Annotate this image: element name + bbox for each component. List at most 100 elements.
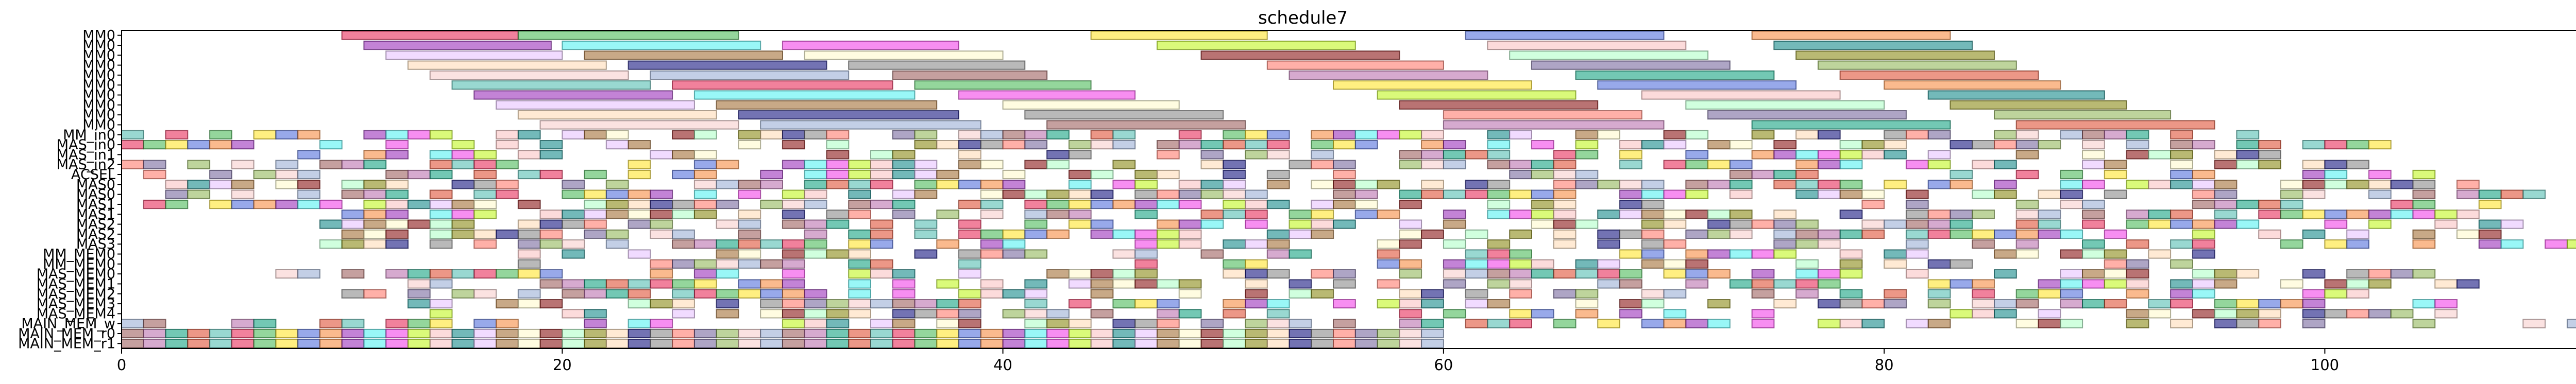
task-bar xyxy=(848,328,871,339)
task-bar xyxy=(1531,169,1554,180)
task-bar xyxy=(517,30,739,40)
task-bar xyxy=(2324,239,2348,249)
task-bar xyxy=(517,169,541,180)
task-bar xyxy=(2082,210,2105,219)
task-bar xyxy=(1046,339,1070,348)
task-bar xyxy=(693,199,717,210)
task-bar xyxy=(870,259,893,269)
task-bar xyxy=(2148,309,2172,319)
task-bar xyxy=(1597,229,1620,239)
task-bar xyxy=(584,339,607,348)
task-bar xyxy=(716,100,938,110)
task-bar xyxy=(1354,199,1378,210)
task-bar xyxy=(341,229,365,239)
task-bar xyxy=(1817,150,1841,160)
task-bar xyxy=(319,339,343,348)
task-bar xyxy=(1002,100,1180,110)
task-bar xyxy=(2412,269,2436,279)
task-bar xyxy=(1311,229,1334,239)
task-bar xyxy=(1729,189,1753,199)
task-bar xyxy=(693,328,717,339)
task-bar xyxy=(2015,169,2039,180)
task-bar xyxy=(253,199,277,210)
task-bar xyxy=(936,180,960,189)
y-tick-label: MM0 xyxy=(82,28,115,44)
task-bar xyxy=(1112,130,1136,139)
task-bar xyxy=(1553,219,1577,229)
task-bar xyxy=(2170,259,2193,269)
task-bar xyxy=(451,140,475,150)
task-bar xyxy=(958,150,981,160)
task-bar xyxy=(429,319,453,328)
task-bar xyxy=(650,70,850,80)
task-bar xyxy=(1223,130,1246,139)
task-bar xyxy=(738,229,761,239)
task-bar xyxy=(914,299,938,309)
task-bar xyxy=(1972,239,1995,249)
task-bar xyxy=(1289,219,1312,229)
task-bar xyxy=(892,189,916,199)
task-bar xyxy=(2214,210,2238,219)
task-bar xyxy=(165,189,189,199)
task-bar xyxy=(1884,219,1907,229)
task-bar xyxy=(650,269,673,279)
task-bar xyxy=(1751,309,1775,319)
task-bar xyxy=(1927,319,1951,328)
task-bar xyxy=(584,309,607,319)
task-bar xyxy=(121,339,144,348)
task-bar xyxy=(2015,150,2039,160)
task-bar xyxy=(1509,269,1532,279)
task-bar xyxy=(1465,150,1488,160)
task-bar xyxy=(1597,130,1620,139)
task-bar xyxy=(1839,289,1863,299)
task-bar xyxy=(1266,299,1290,309)
task-bar xyxy=(672,328,695,339)
task-bar xyxy=(1663,309,1687,319)
task-bar xyxy=(1663,189,1687,199)
task-bar xyxy=(1465,249,1488,259)
task-bar xyxy=(1972,299,1995,309)
task-bar xyxy=(584,169,607,180)
task-bar xyxy=(1927,160,1951,169)
task-bar xyxy=(1134,249,1158,259)
task-bar xyxy=(2082,140,2105,150)
task-bar xyxy=(1024,210,1048,219)
task-bar xyxy=(1090,169,1114,180)
task-bar xyxy=(782,210,805,219)
task-bar xyxy=(2412,199,2436,210)
y-tick-label: MAS_MEM1 xyxy=(37,276,115,292)
task-bar xyxy=(451,269,475,279)
task-bar xyxy=(1795,50,1995,60)
task-bar xyxy=(1795,269,1819,279)
task-bar xyxy=(2104,279,2127,289)
task-bar xyxy=(958,130,981,139)
task-bar xyxy=(2126,279,2149,289)
task-bar xyxy=(1024,219,1048,229)
task-bar xyxy=(2126,239,2149,249)
task-bar xyxy=(297,169,320,180)
task-bar xyxy=(1641,90,1841,100)
task-bar xyxy=(980,199,1004,210)
task-bar xyxy=(1663,239,1687,249)
task-bar xyxy=(1002,309,1026,319)
task-bar xyxy=(2015,199,2039,210)
task-bar xyxy=(2192,229,2215,239)
task-bar xyxy=(892,299,916,309)
task-bar xyxy=(1266,199,1290,210)
task-bar xyxy=(2302,169,2326,180)
task-bar xyxy=(1509,259,1532,269)
task-bar xyxy=(870,239,893,249)
task-bar xyxy=(297,269,320,279)
task-bar xyxy=(848,259,871,269)
task-bar xyxy=(1112,339,1136,348)
task-bar xyxy=(2060,279,2083,289)
task-bar xyxy=(1795,160,1819,169)
task-bar xyxy=(1289,210,1312,219)
task-bar xyxy=(2126,319,2149,328)
task-bar xyxy=(1134,299,1158,309)
task-bar xyxy=(2324,160,2348,169)
task-bar xyxy=(738,339,761,348)
task-bar xyxy=(1399,100,1599,110)
task-bar xyxy=(1972,210,1995,219)
task-bar xyxy=(2192,169,2215,180)
